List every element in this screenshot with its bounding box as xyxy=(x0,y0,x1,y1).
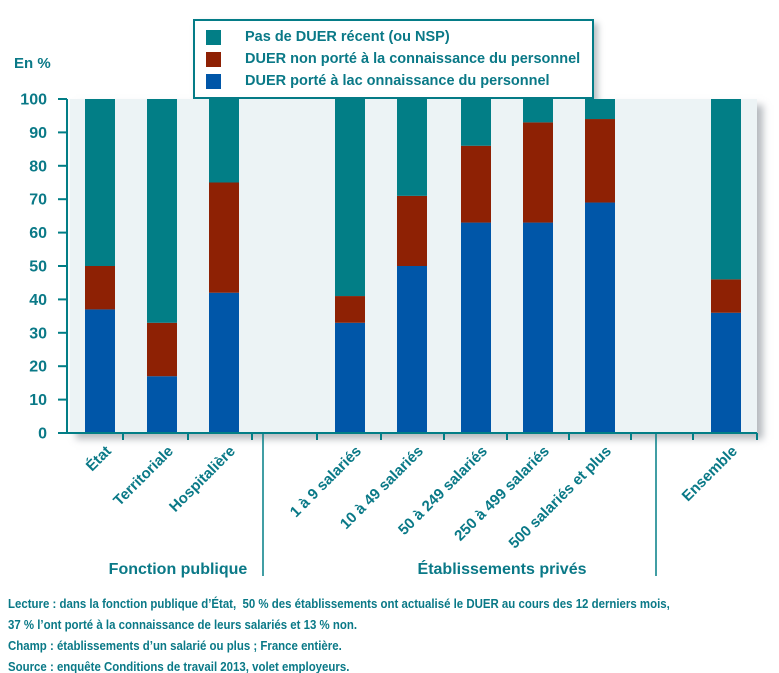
bar-segment xyxy=(85,309,115,433)
category-label: Territoriale xyxy=(110,443,177,510)
legend-label: Pas de DUER récent (ou NSP) xyxy=(245,29,450,45)
bar-segment xyxy=(85,99,115,266)
y-tick-label: 70 xyxy=(29,192,47,209)
group-label: Fonction publique xyxy=(109,561,248,578)
legend-item: DUER porté à lac onnaissance du personne… xyxy=(206,70,580,92)
legend-item: DUER non porté à la connaissance du pers… xyxy=(206,48,580,70)
bar-segment xyxy=(397,266,427,433)
y-tick-label: 10 xyxy=(29,392,47,409)
bar-segment xyxy=(585,119,615,203)
bar-segment xyxy=(461,99,491,146)
footnote-line: 37 % l’ont porté à la connaissance de le… xyxy=(8,617,358,632)
category-label: 500 salariés et plus xyxy=(506,443,615,552)
y-tick-label: 20 xyxy=(29,359,47,376)
y-tick-label: 100 xyxy=(20,92,47,109)
bar-segment xyxy=(711,312,741,433)
y-tick-label: 60 xyxy=(29,225,47,242)
bar-segment xyxy=(585,202,615,433)
y-axis-unit-label: En % xyxy=(14,55,51,72)
bar-segment xyxy=(397,195,427,266)
bar-segment xyxy=(147,376,177,433)
category-label: Hospitalière xyxy=(166,443,239,516)
bar-segment xyxy=(523,122,553,223)
bar-segment xyxy=(397,99,427,196)
category-label: État xyxy=(83,443,115,475)
bar-segment xyxy=(209,182,239,293)
bar-segment xyxy=(335,296,365,323)
footnote-line: Source : enquête Conditions de travail 2… xyxy=(8,659,350,673)
y-tick-label: 50 xyxy=(29,259,47,276)
legend-label: DUER porté à lac onnaissance du personne… xyxy=(245,73,550,89)
bar-segment xyxy=(209,292,239,433)
bar-segment xyxy=(461,145,491,223)
teal-square-swatch xyxy=(206,29,221,45)
stacked-bar-chart: 0 10 20 30 40 50 60 70 80 90 100 ÉtatTerritorialeHo… xyxy=(20,92,758,578)
y-tick-label: 0 xyxy=(38,426,47,443)
bar-segment xyxy=(335,322,365,433)
footnotes: Lecture : dans la fonction publique d’Ét… xyxy=(8,593,670,673)
y-tick-label: 30 xyxy=(29,325,47,342)
y-tick-label: 40 xyxy=(29,292,47,309)
bar-segment xyxy=(85,266,115,310)
bar-segment xyxy=(461,222,491,433)
bar-segment xyxy=(523,222,553,433)
legend-item: Pas de DUER récent (ou NSP) xyxy=(206,26,580,48)
bar-segment xyxy=(585,99,615,120)
group-label: Établissements privés xyxy=(418,559,587,578)
bar-segment xyxy=(209,99,239,183)
bar-segment xyxy=(335,99,365,297)
blue-square-swatch xyxy=(206,73,221,89)
footnote-line: Lecture : dans la fonction publique d’Ét… xyxy=(8,596,670,611)
bar-segment xyxy=(523,99,553,123)
legend-label: DUER non porté à la connaissance du pers… xyxy=(245,51,581,67)
red-square-swatch xyxy=(206,51,221,67)
y-tick-label: 80 xyxy=(29,158,47,175)
category-label: Ensemble xyxy=(679,443,741,505)
legend: Pas de DUER récent (ou NSP) DUER non port… xyxy=(193,19,595,99)
bar-segment xyxy=(147,322,177,377)
y-tick-label: 90 xyxy=(29,125,47,142)
bar-segment xyxy=(711,99,741,280)
bar-segment xyxy=(147,99,177,323)
bar-segment xyxy=(711,279,741,313)
footnote-line: Champ : établissements d’un salarié ou p… xyxy=(8,638,342,653)
